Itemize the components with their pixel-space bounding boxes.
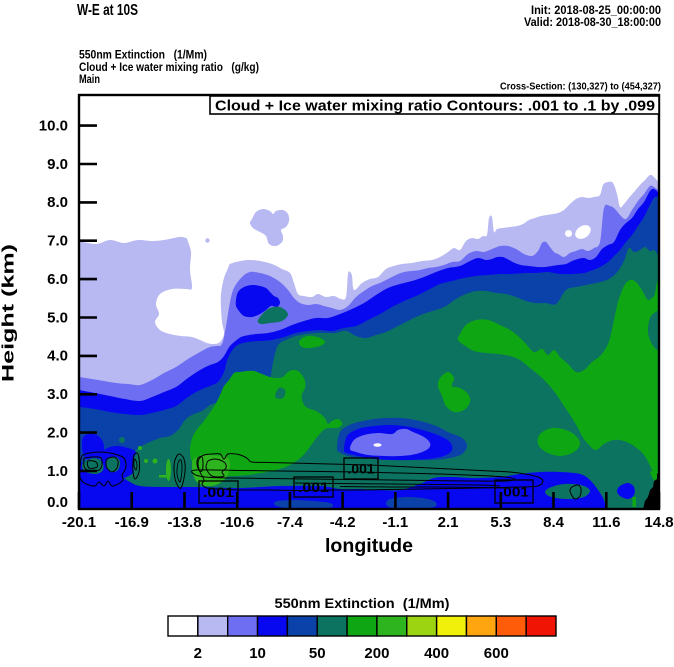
svg-text:5.0: 5.0 [47,309,68,326]
svg-text:550nm Extinction (1/Mm): 550nm Extinction (1/Mm) [275,595,450,611]
svg-text:Main: Main [79,74,100,86]
svg-text:200: 200 [364,645,389,662]
svg-text:Init: 2018-08-25_00:00:00: Init: 2018-08-25_00:00:00 [531,5,661,17]
svg-text:-1.1: -1.1 [382,514,408,531]
svg-text:longitude: longitude [325,536,413,557]
svg-text:-20.1: -20.1 [62,514,96,531]
svg-text:14.8: 14.8 [644,514,673,531]
svg-text:7.0: 7.0 [47,233,68,250]
svg-text:0.0: 0.0 [47,494,68,511]
svg-text:-10.6: -10.6 [220,514,254,531]
svg-text:11.6: 11.6 [592,514,620,531]
svg-text:3.0: 3.0 [47,386,68,403]
svg-text:.001: .001 [298,479,329,495]
svg-text:W-E at 10S: W-E at 10S [77,2,138,19]
svg-text:2.0: 2.0 [47,424,68,441]
svg-text:Cloud + Ice water mixing ratio: Cloud + Ice water mixing ratio Contours:… [215,99,655,115]
svg-text:50: 50 [309,645,326,662]
svg-text:4.0: 4.0 [47,348,68,365]
svg-text:-16.9: -16.9 [115,514,149,531]
svg-text:550nm Extinction (1/Mm): 550nm Extinction (1/Mm) [79,50,207,62]
svg-text:10.0: 10.0 [39,117,68,134]
svg-text:Cross-Section: (130,327) to (4: Cross-Section: (130,327) to (454,327) [500,81,661,93]
svg-text:1.0: 1.0 [47,463,68,480]
svg-text:2.1: 2.1 [438,514,459,531]
svg-text:Cloud + Ice water mixing ratio: Cloud + Ice water mixing ratio (g/kg) [79,62,259,74]
svg-text:8.0: 8.0 [47,194,68,211]
svg-text:8.4: 8.4 [543,514,565,531]
svg-text:9.0: 9.0 [47,156,68,173]
svg-text:10: 10 [249,645,266,662]
svg-text:-13.8: -13.8 [167,514,201,531]
svg-text:2: 2 [194,645,202,662]
svg-text:.001: .001 [203,484,234,500]
svg-text:400: 400 [424,645,449,662]
svg-text:6.0: 6.0 [47,271,68,288]
svg-text:.001: .001 [499,484,529,500]
svg-text:.001: .001 [348,461,375,477]
svg-text:Height (km): Height (km) [0,244,18,382]
svg-text:-4.2: -4.2 [330,514,356,531]
svg-text:-7.4: -7.4 [277,514,304,531]
svg-text:5.3: 5.3 [490,514,511,531]
svg-text:600: 600 [484,645,509,662]
svg-text:Valid: 2018-08-30_18:00:00: Valid: 2018-08-30_18:00:00 [524,17,661,29]
